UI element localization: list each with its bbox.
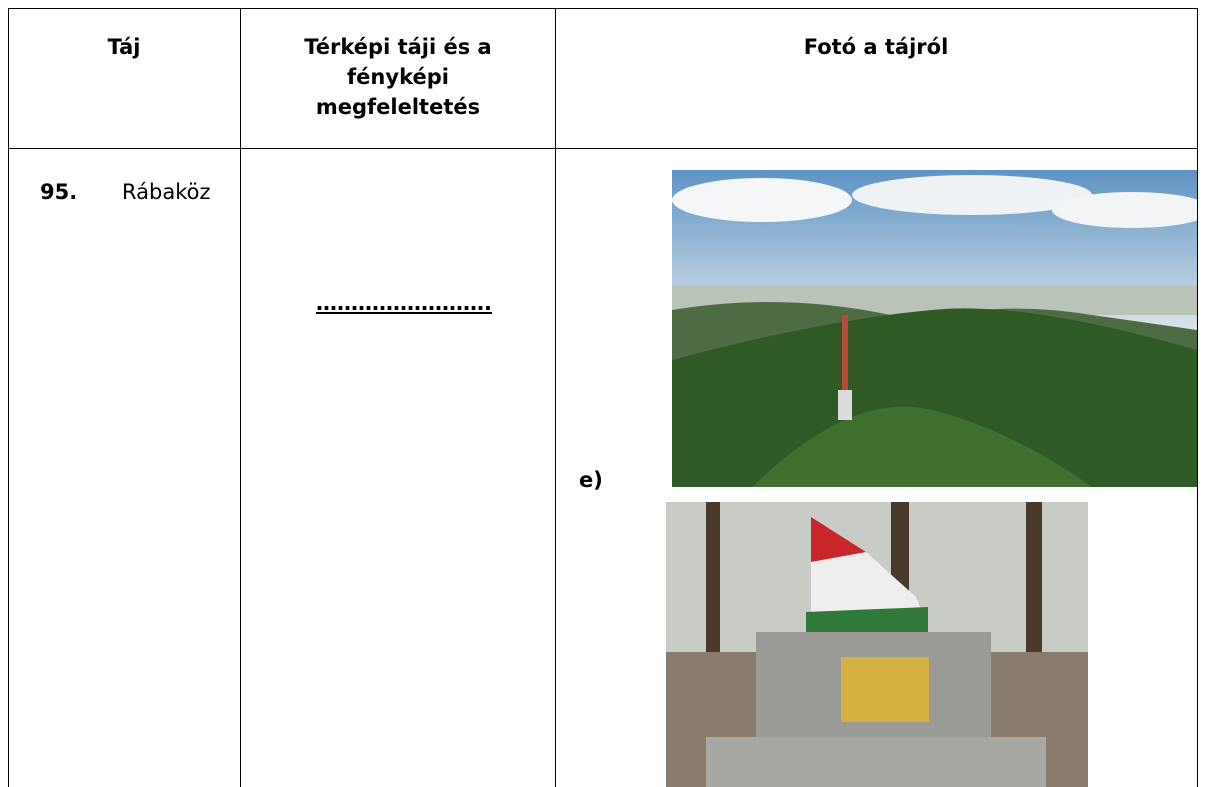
header-cell: Táj [107,35,141,59]
table-border [555,8,556,787]
table-border [1197,8,1198,787]
table-border [8,148,1198,149]
header-cell: Fotó a tájról [803,35,949,59]
landscape-name: Rábaköz [122,180,211,204]
photo-landscape [672,170,1197,487]
table-border [8,8,1198,9]
table-border [240,8,241,787]
header-cell: Térképi táji és a fényképi megfeleltetés [304,35,492,119]
photo-label: e) [579,468,603,492]
table-border [8,8,9,787]
answer-blank: ……………………. [316,291,492,315]
row-number: 95. [40,180,78,204]
photo-stone [666,502,1088,787]
